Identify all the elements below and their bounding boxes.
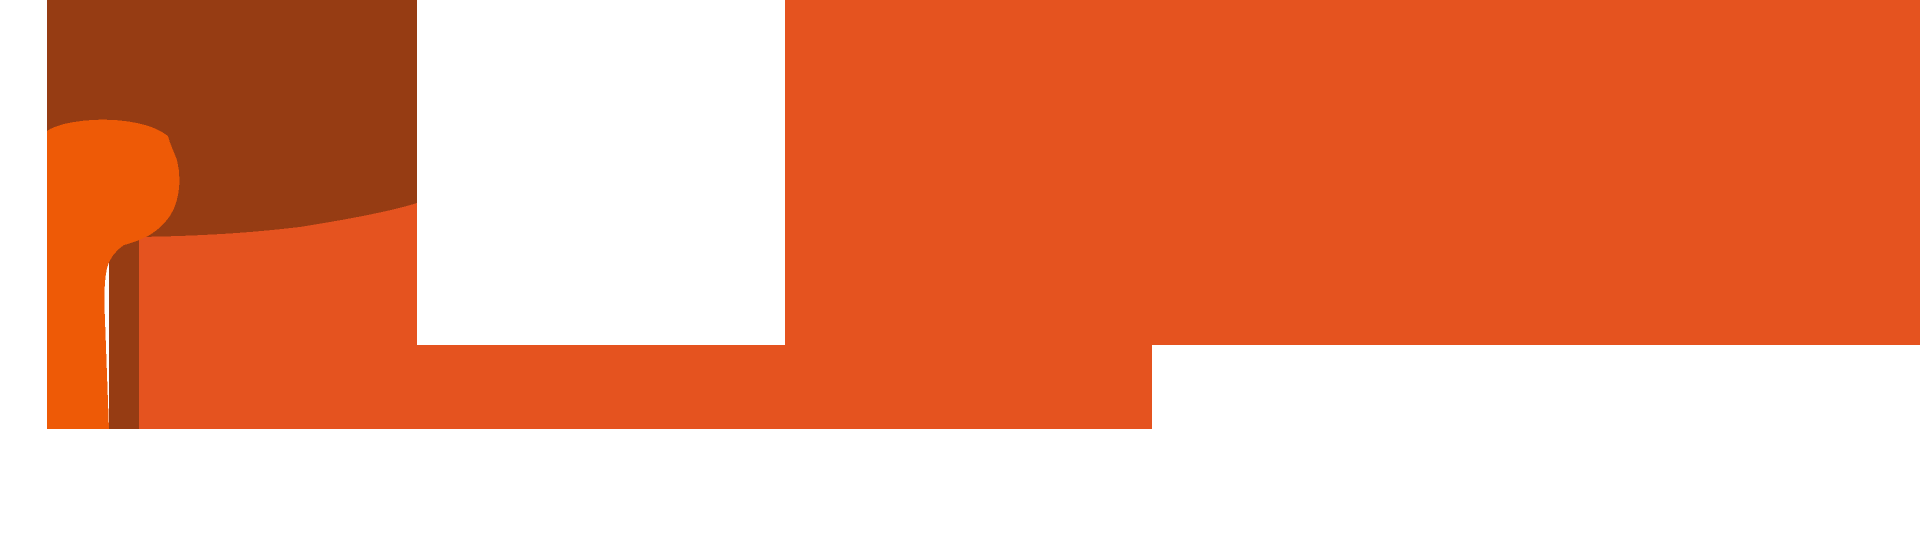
dark-brown-mass-shape — [47, 0, 417, 429]
white-notch-rect — [417, 0, 785, 345]
white-lower-right-notch — [1152, 345, 1920, 430]
vivid-orange-blob — [47, 119, 180, 429]
white-left-margin — [0, 0, 47, 542]
white-bottom-band — [0, 429, 1920, 542]
mid-orange-field-shape — [139, 0, 1920, 429]
dark-brown-mass — [47, 0, 417, 429]
mid-orange-field — [139, 0, 1920, 429]
vivid-orange-blob-shape — [47, 119, 180, 429]
